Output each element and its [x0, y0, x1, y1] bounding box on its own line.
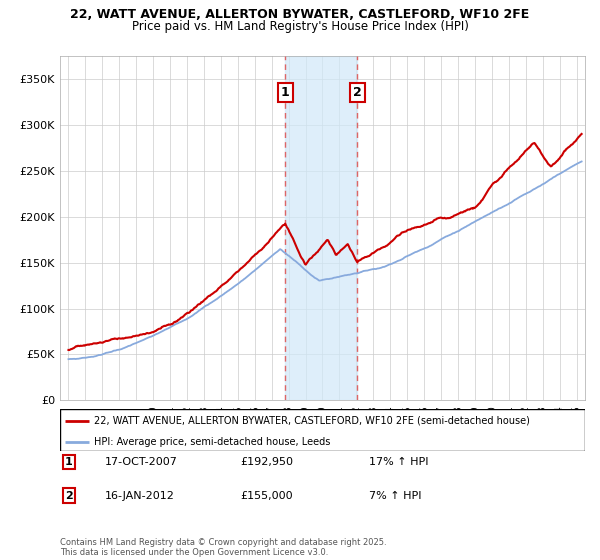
Text: HPI: Average price, semi-detached house, Leeds: HPI: Average price, semi-detached house,…	[94, 437, 331, 446]
Text: 7% ↑ HPI: 7% ↑ HPI	[369, 491, 421, 501]
Text: 22, WATT AVENUE, ALLERTON BYWATER, CASTLEFORD, WF10 2FE (semi-detached house): 22, WATT AVENUE, ALLERTON BYWATER, CASTL…	[94, 416, 530, 426]
Text: £155,000: £155,000	[240, 491, 293, 501]
Text: 17% ↑ HPI: 17% ↑ HPI	[369, 457, 428, 467]
Text: 22, WATT AVENUE, ALLERTON BYWATER, CASTLEFORD, WF10 2FE: 22, WATT AVENUE, ALLERTON BYWATER, CASTL…	[70, 8, 530, 21]
Text: Contains HM Land Registry data © Crown copyright and database right 2025.
This d: Contains HM Land Registry data © Crown c…	[60, 538, 386, 557]
Text: 2: 2	[353, 86, 362, 99]
Text: Price paid vs. HM Land Registry's House Price Index (HPI): Price paid vs. HM Land Registry's House …	[131, 20, 469, 32]
Text: 2: 2	[65, 491, 73, 501]
Bar	[285, 56, 357, 400]
Text: 17-OCT-2007: 17-OCT-2007	[105, 457, 178, 467]
Text: £192,950: £192,950	[240, 457, 293, 467]
Text: 1: 1	[65, 457, 73, 467]
Text: 16-JAN-2012: 16-JAN-2012	[105, 491, 175, 501]
Text: 1: 1	[281, 86, 290, 99]
